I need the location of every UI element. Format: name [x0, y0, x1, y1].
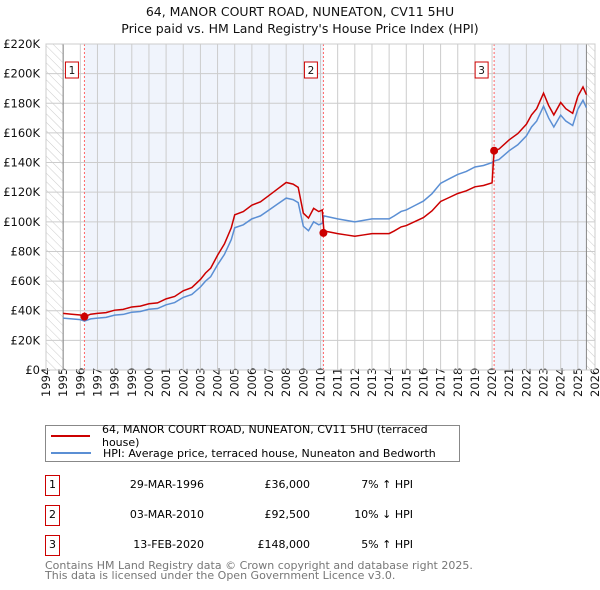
y-tick-label: £100K: [3, 215, 40, 229]
x-tick-label: 2000: [142, 368, 156, 397]
sale-marker-badge: 3: [45, 535, 60, 556]
y-tick-label: £80K: [11, 244, 41, 258]
chart-title: 64, MANOR COURT ROAD, NUNEATON, CV11 5HU: [145, 4, 455, 19]
x-tick-label: 2011: [331, 368, 345, 397]
plot-border: [45, 43, 596, 371]
y-tick-label: £200K: [3, 67, 40, 81]
x-tick-label: 1995: [56, 368, 70, 397]
x-tick-label: 2007: [262, 368, 276, 397]
y-tick-label: £0: [25, 363, 40, 377]
sale-label: 1: [69, 65, 76, 77]
x-tick-label: 2026: [588, 368, 600, 397]
sale-label-box: [303, 61, 318, 79]
sale-price: £148,000: [257, 538, 311, 551]
x-tick-label: 2019: [468, 368, 482, 397]
x-tick-label: 2017: [434, 368, 448, 397]
sale-hpi-diff: 5% ↑ HPI: [361, 538, 413, 551]
ownership-shading-3: [494, 44, 587, 370]
x-tick-label: 2025: [571, 368, 585, 397]
sale-marker-badge: 2: [45, 505, 60, 526]
x-tick-label: 2004: [211, 368, 225, 397]
chart-subtitle: Price paid vs. HM Land Registry's House …: [121, 21, 479, 36]
sale-hpi-diff: 10% ↓ HPI: [354, 508, 413, 521]
x-tick-label: 2005: [228, 368, 242, 397]
y-tick-label: £180K: [3, 96, 40, 110]
y-tick-label: £220K: [3, 37, 40, 51]
sale-hpi-diff: 7% ↑ HPI: [361, 478, 413, 491]
no-data-hatch-right: [586, 44, 595, 370]
y-tick-label: £40K: [11, 304, 41, 318]
sale-label-box: [474, 61, 489, 79]
legend-label: HPI: Average price, terraced house, Nune…: [103, 446, 436, 460]
y-tick-label: £60K: [11, 274, 41, 288]
x-tick-label: 2016: [416, 368, 430, 397]
x-tick-label: 2006: [245, 368, 259, 397]
x-tick-label: 1998: [108, 368, 122, 397]
ownership-shading-1: [84, 44, 324, 370]
x-tick-label: 2014: [382, 368, 396, 397]
sale-price: £36,000: [264, 478, 311, 491]
x-tick-label: 2001: [159, 368, 173, 397]
sale-label-box: [64, 61, 79, 79]
x-tick-label: 2012: [348, 368, 362, 397]
footer-line-1: Contains HM Land Registry data © Crown c…: [45, 559, 473, 572]
y-tick-label: £160K: [3, 126, 40, 140]
x-tick-label: 2021: [502, 368, 516, 397]
sale-point: [319, 228, 328, 237]
legend: 64, MANOR COURT ROAD, NUNEATON, CV11 5HU…: [45, 423, 460, 462]
footer-line-2: This data is licensed under the Open Gov…: [45, 569, 396, 582]
x-tick-label: 2003: [193, 368, 207, 397]
sale-date: 13-FEB-2020: [133, 538, 204, 551]
x-tick-label: 2002: [176, 368, 190, 397]
legend-line-red: [51, 435, 90, 437]
x-tick-label: 2018: [451, 368, 465, 397]
y-tick-label: £120K: [3, 185, 40, 199]
x-tick-label: 2008: [279, 368, 293, 397]
x-tick-label: 2009: [296, 368, 310, 397]
x-tick-label: 1997: [90, 368, 104, 397]
sale-point: [490, 146, 499, 155]
sale-date: 29-MAR-1996: [129, 478, 204, 491]
legend-item-property: 64, MANOR COURT ROAD, NUNEATON, CV11 5HU…: [46, 423, 459, 449]
x-tick-label: 2020: [485, 368, 499, 397]
x-tick-label: 2010: [314, 368, 328, 397]
y-tick-label: £140K: [3, 156, 40, 170]
x-tick-label: 2013: [365, 368, 379, 397]
x-tick-label: 2024: [554, 368, 568, 397]
property-price-line: [63, 85, 588, 318]
legend-line-blue: [51, 452, 91, 454]
hpi-line: [63, 98, 588, 322]
legend-item-hpi: HPI: Average price, terraced house, Nune…: [46, 445, 436, 461]
x-tick-label: 1996: [73, 368, 87, 397]
legend-label: 64, MANOR COURT ROAD, NUNEATON, CV11 5HU…: [101, 423, 428, 449]
sale-price: £92,500: [264, 508, 311, 521]
sale-label: 3: [478, 65, 485, 77]
x-tick-label: 2015: [399, 368, 413, 397]
sale-label: 2: [308, 65, 315, 77]
x-tick-label: 2023: [537, 368, 551, 397]
no-data-hatch-left: [46, 44, 64, 370]
x-tick-label: 2022: [519, 368, 533, 397]
plot-area: 1994 1995 1996 1997 1998 1999 2000 2001 2002 2003…: [3, 37, 600, 397]
sale-marker-badge: 1: [45, 475, 60, 496]
sale-date: 03-MAR-2010: [129, 508, 204, 521]
x-tick-label: 1994: [39, 368, 53, 397]
sale-point: [80, 312, 89, 321]
y-tick-label: £20K: [11, 333, 41, 347]
x-tick-label: 1999: [125, 368, 139, 397]
